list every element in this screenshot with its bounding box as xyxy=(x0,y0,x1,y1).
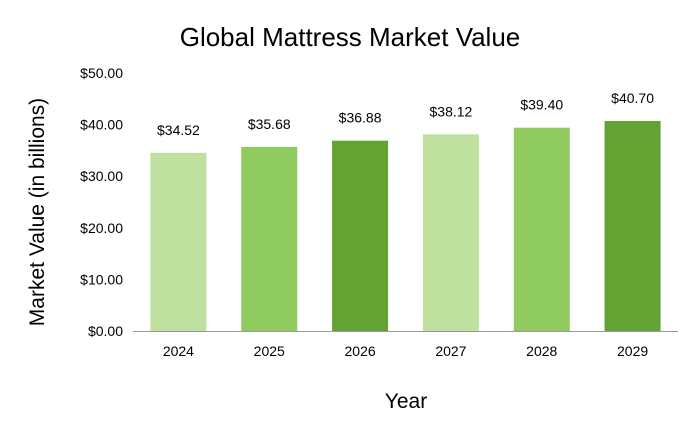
bars-group: $34.52 $35.68 $36.88 $38.12 $39.40 $40.70 xyxy=(150,90,661,331)
bar xyxy=(332,140,389,331)
x-tick-label: 2028 xyxy=(526,343,557,359)
x-tick-label: 2024 xyxy=(163,343,194,359)
y-tick-label: $40.00 xyxy=(80,117,123,133)
x-tick-label: 2025 xyxy=(254,343,285,359)
y-tick-label: $10.00 xyxy=(80,271,123,287)
data-label: $38.12 xyxy=(430,103,473,119)
x-axis-label: Year xyxy=(385,390,427,413)
bar xyxy=(241,146,298,331)
bar xyxy=(150,152,207,331)
data-label: $40.70 xyxy=(611,90,654,106)
chart-title: Global Mattress Market Value xyxy=(180,22,521,52)
y-tick-label: $20.00 xyxy=(80,220,123,236)
x-tick-label: 2029 xyxy=(617,343,648,359)
bar xyxy=(513,127,570,331)
data-label: $39.40 xyxy=(520,97,563,113)
y-tick-label: $50.00 xyxy=(80,65,123,81)
y-axis-label: Market Value (in billions) xyxy=(26,98,49,326)
x-tick-label: 2026 xyxy=(345,343,376,359)
y-tick-label: $0.00 xyxy=(88,323,123,339)
x-axis-ticks: 2024 2025 2026 2027 2028 2029 xyxy=(163,343,649,359)
y-axis-ticks: $0.00 $10.00 $20.00 $30.00 $40.00 $50.00 xyxy=(80,65,123,339)
bar xyxy=(604,120,661,331)
data-label: $34.52 xyxy=(157,122,200,138)
bar xyxy=(422,134,479,331)
data-label: $36.88 xyxy=(339,110,382,126)
data-label: $35.68 xyxy=(248,116,291,132)
x-tick-label: 2027 xyxy=(435,343,466,359)
y-tick-label: $30.00 xyxy=(80,168,123,184)
